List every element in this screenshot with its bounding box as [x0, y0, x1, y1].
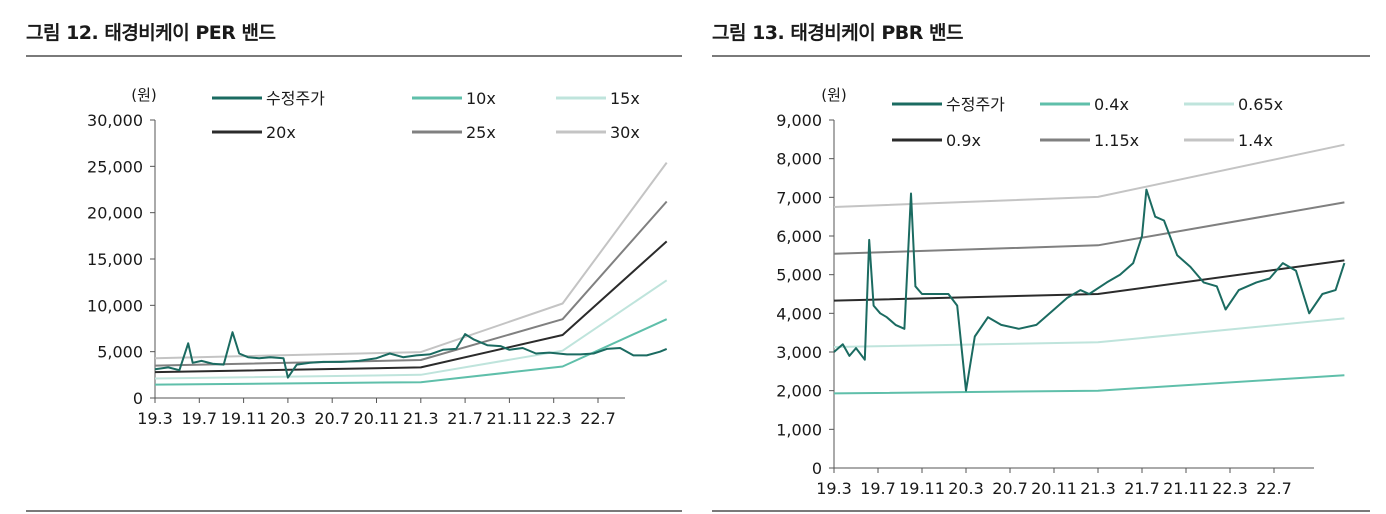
y-tick-label: 10,000 — [87, 296, 143, 315]
series-line-0 — [833, 188, 1346, 392]
x-tick-label: 19.11 — [899, 479, 945, 498]
x-tick-label: 21.11 — [1163, 479, 1209, 498]
per-band-chart: (원) 0 5,000 10,000 15,000 20,000 25,000 30,000 1… — [87, 86, 668, 428]
y-tick-label: 20,000 — [87, 204, 143, 223]
pbr-band-chart: (원) 0 1,000 2,000 3,000 4,000 5,000 6,000 7,000 8… — [776, 86, 1346, 498]
bottom-rule — [712, 510, 1370, 512]
y-tick-label: 1,000 — [776, 420, 822, 439]
y-tick-label: 0 — [133, 389, 143, 408]
top-rule — [712, 55, 1370, 57]
legend-label: 30x — [610, 123, 640, 142]
series-line-4 — [833, 201, 1345, 255]
y-tick-label: 5,000 — [97, 343, 143, 362]
y-tick-label: 7,000 — [776, 188, 822, 207]
legend-label: 1.15x — [1094, 131, 1139, 150]
x-tick-label: 19.11 — [221, 409, 267, 428]
series-line-1 — [154, 318, 668, 386]
x-tick-label: 22.7 — [580, 409, 616, 428]
y-tick-label: 25,000 — [87, 157, 143, 176]
unit-label: (원) — [131, 86, 157, 104]
legend-label: 25x — [466, 123, 496, 142]
series-line-5 — [833, 143, 1345, 208]
unit-label: (원) — [821, 86, 847, 104]
series-line-0 — [154, 331, 668, 379]
legend-label: 15x — [610, 89, 640, 108]
y-tick-label: 15,000 — [87, 250, 143, 269]
x-tick-label: 19.3 — [816, 479, 852, 498]
series-line-2 — [833, 317, 1345, 348]
series-line-1 — [833, 374, 1345, 395]
x-tick-label: 21.3 — [403, 409, 439, 428]
x-tick-label: 22.7 — [1256, 479, 1292, 498]
legend-label: 10x — [466, 89, 496, 108]
x-tick-label: 22.3 — [536, 409, 572, 428]
x-tick-label: 21.7 — [447, 409, 483, 428]
figure-title: 그림 13. 태경비케이 PBR 밴드 — [712, 22, 963, 44]
figure-title: 그림 12. 태경비케이 PER 밴드 — [26, 22, 276, 44]
y-tick-label: 3,000 — [776, 343, 822, 362]
per-band-figure: 그림 12. 태경비케이 PER 밴드 (원) 0 5,000 10,000 15,00… — [26, 0, 682, 514]
y-tick-label: 5,000 — [776, 266, 822, 285]
legend-label: 수정주가 — [266, 89, 325, 108]
y-tick-label: 0 — [812, 459, 822, 478]
x-tick-label: 20.11 — [1031, 479, 1077, 498]
x-tick-label: 20.7 — [992, 479, 1028, 498]
y-tick-label: 9,000 — [776, 111, 822, 130]
x-tick-label: 19.7 — [860, 479, 896, 498]
x-tick-label: 22.3 — [1212, 479, 1248, 498]
x-tick-label: 20.3 — [270, 409, 306, 428]
x-tick-label: 21.3 — [1080, 479, 1116, 498]
top-rule — [26, 55, 682, 57]
x-tick-label: 19.3 — [137, 409, 173, 428]
series-line-5 — [154, 162, 668, 360]
legend-label: 1.4x — [1238, 131, 1273, 150]
y-tick-label: 2,000 — [776, 382, 822, 401]
legend-label: 수정주가 — [946, 95, 1005, 114]
series-line-3 — [833, 259, 1345, 302]
x-tick-label: 19.7 — [181, 409, 217, 428]
legend-label: 0.4x — [1094, 95, 1129, 114]
legend-label: 20x — [266, 123, 296, 142]
pbr-band-figure: 그림 13. 태경비케이 PBR 밴드 (원) 0 1,000 2,000 3,000 4… — [712, 0, 1370, 514]
x-tick-label: 21.11 — [486, 409, 532, 428]
y-tick-label: 6,000 — [776, 227, 822, 246]
x-tick-label: 20.11 — [354, 409, 400, 428]
bottom-rule — [26, 510, 682, 512]
series-line-4 — [154, 200, 668, 367]
x-tick-label: 21.7 — [1124, 479, 1160, 498]
y-tick-label: 30,000 — [87, 111, 143, 130]
series-line-3 — [154, 240, 668, 374]
y-tick-label: 8,000 — [776, 150, 822, 169]
x-tick-label: 20.7 — [314, 409, 350, 428]
legend-label: 0.65x — [1238, 95, 1283, 114]
x-tick-label: 20.3 — [948, 479, 984, 498]
y-tick-label: 4,000 — [776, 304, 822, 323]
legend-label: 0.9x — [946, 131, 981, 150]
